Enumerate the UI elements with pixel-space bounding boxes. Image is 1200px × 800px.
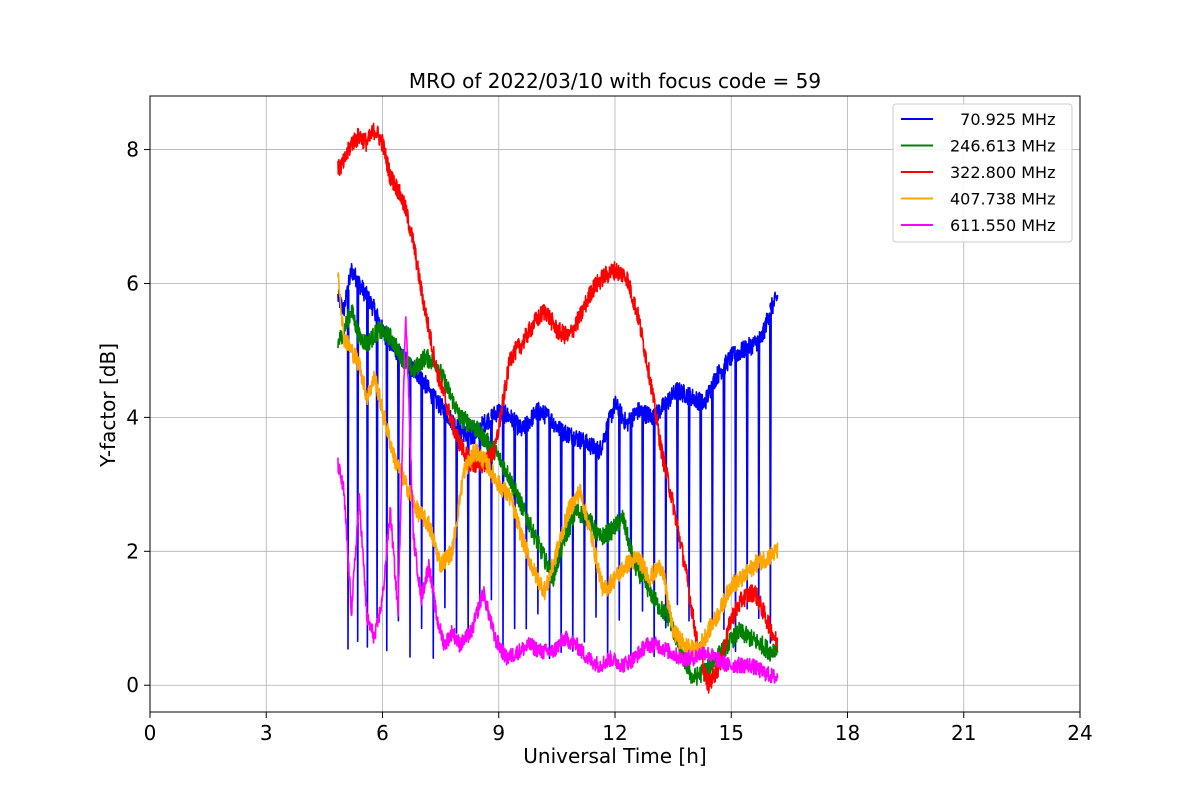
series-line: [337, 262, 779, 660]
x-tick-label: 0: [144, 721, 157, 745]
x-tick-label: 3: [260, 721, 273, 745]
y-tick-label: 8: [126, 138, 139, 162]
legend-label: 407.738 MHz: [950, 190, 1055, 209]
x-tick-label: 18: [835, 721, 860, 745]
chart-title: MRO of 2022/03/10 with focus code = 59: [409, 69, 821, 93]
legend-box: [892, 103, 1073, 243]
x-axis-label: Universal Time [h]: [523, 744, 706, 768]
y-tick-label: 0: [126, 673, 139, 697]
series-line: [337, 272, 779, 661]
y-axis-label: Y-factor [dB]: [96, 343, 120, 468]
y-tick-label: 4: [126, 405, 139, 429]
legend-label: 322.800 MHz: [950, 163, 1055, 182]
x-tick-label: 9: [492, 721, 505, 745]
series-line: [337, 316, 779, 684]
legend-label: 70.925 MHz: [950, 110, 1055, 129]
x-tick-label: 21: [951, 721, 976, 745]
y-tick-label: 6: [126, 271, 139, 295]
x-axis: 0 3 6 9 12 15 18 21 24: [144, 712, 1093, 745]
series-line: [337, 122, 779, 694]
legend-label: 246.613 MHz: [950, 137, 1055, 156]
plot-area: [337, 122, 779, 694]
y-axis: 0 2 4 6 8: [126, 138, 150, 697]
x-tick-label: 15: [719, 721, 744, 745]
x-tick-label: 6: [376, 721, 389, 745]
x-tick-label: 12: [602, 721, 627, 745]
x-tick-label: 24: [1067, 721, 1092, 745]
legend-label: 611.550 MHz: [950, 216, 1055, 235]
y-tick-label: 2: [126, 539, 139, 563]
legend: 70.925 MHz 246.613 MHz 322.800 MHz 407.738 …: [892, 103, 1073, 243]
